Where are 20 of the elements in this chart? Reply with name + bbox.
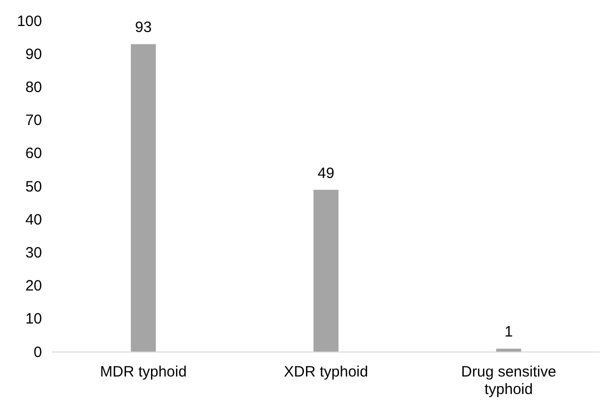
x-tick-label: Drug sensitive typhoid	[461, 364, 556, 398]
y-tick-label: 10	[25, 310, 42, 328]
y-tick-label: 30	[25, 244, 42, 262]
data-label: 93	[134, 19, 152, 36]
x-tick-label: MDR typhoid	[100, 364, 187, 381]
y-tick-label: 80	[25, 79, 42, 96]
y-tick-label: 90	[25, 46, 42, 63]
bar	[130, 44, 156, 352]
y-tick-label: 100	[16, 12, 42, 30]
y-tick-label: 40	[25, 211, 42, 228]
x-tick-label: XDR typhoid	[284, 364, 368, 381]
y-tick-label: 50	[25, 178, 42, 196]
y-tick-label: 20	[25, 278, 42, 295]
data-label: 49	[318, 164, 334, 182]
bar	[496, 348, 522, 352]
y-tick-label: 60	[25, 145, 42, 162]
y-tick-label: 70	[25, 112, 42, 130]
data-label: 1	[504, 324, 513, 341]
y-tick-label: 0	[34, 344, 42, 361]
bar	[314, 190, 338, 352]
